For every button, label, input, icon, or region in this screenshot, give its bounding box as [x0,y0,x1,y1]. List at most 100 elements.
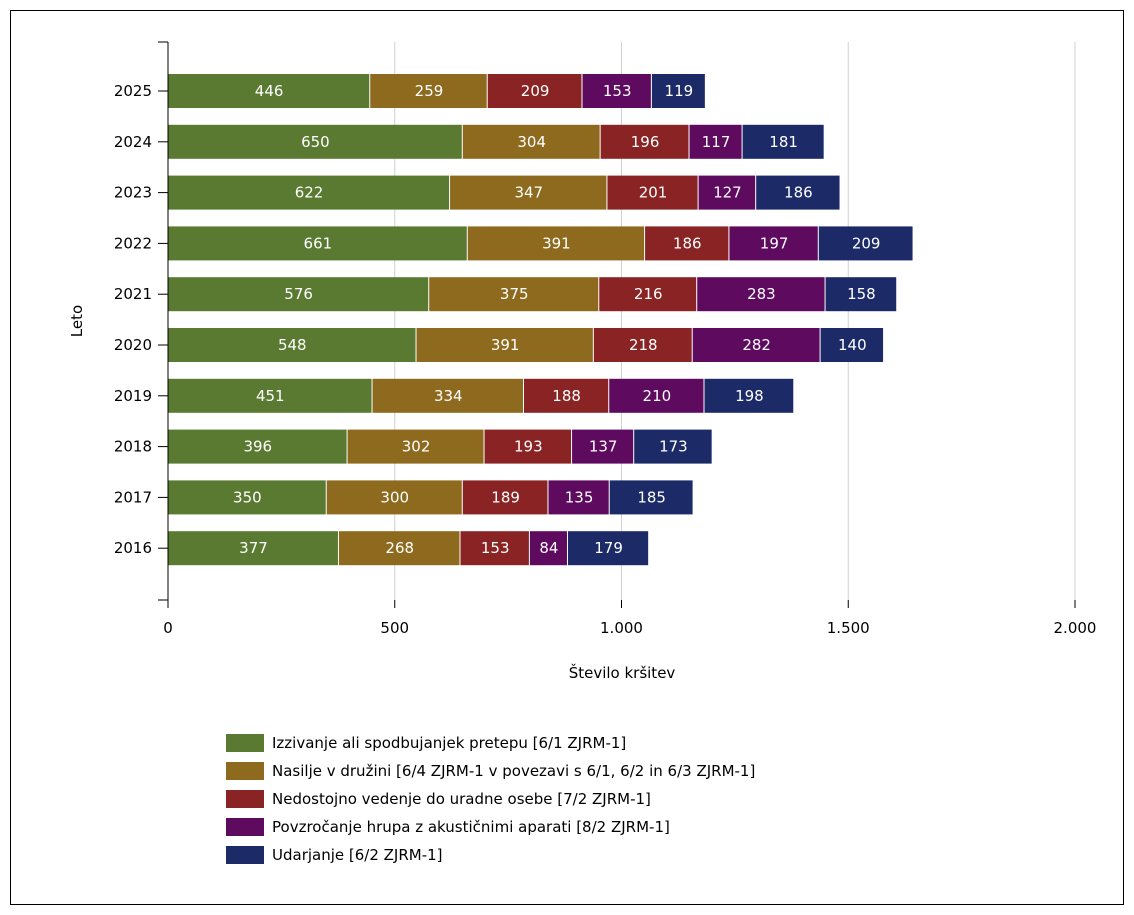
bar-segment [820,328,884,362]
bar-segment [582,74,651,108]
bar-value-label: 661 [304,234,333,252]
bar-segment [487,74,582,108]
bar-value-label: 127 [713,184,742,202]
legend-swatch [226,790,264,808]
bar-value-label: 576 [284,285,313,303]
bar-value-label: 650 [301,133,330,151]
axes: 2025202420232022202120202019201820172016… [114,41,1097,637]
bar-segment [347,429,484,464]
bar-value-label: 135 [565,488,594,506]
bar-segment [599,277,697,312]
bar-value-label: 188 [552,387,581,405]
bar-segment [729,226,818,261]
bar-value-label: 181 [769,133,798,151]
bar-value-label: 218 [629,336,658,354]
bar-value-label: 304 [517,133,546,151]
legend-label: Nedostojno vedenje do uradne osebe [7/2 … [272,790,651,808]
bar-segment [462,124,600,159]
legend-label: Nasilje v družini [6/4 ZJRM-1 v povezavi… [272,762,755,780]
x-tick-label: 0 [163,619,173,637]
bar-value-label: 117 [702,133,731,151]
bar-segment [600,124,689,159]
bar-segment [372,378,523,413]
bar-value-label: 446 [255,82,284,100]
y-tick-label: 2020 [114,336,152,354]
y-tick-label: 2025 [114,82,152,100]
bar-segment [825,277,897,312]
bar-segment [548,480,609,515]
legend-swatch [226,846,264,864]
bar-segment [168,277,429,312]
x-tick-label: 1.500 [827,619,870,637]
y-tick-label: 2023 [114,184,152,202]
legend-label: Izzivanje ali spodbujanjek pretepu [6/1 … [272,734,626,752]
x-tick-label: 2.000 [1054,619,1097,637]
legend-swatch [226,818,264,836]
bar-value-label: 119 [665,82,694,100]
bar-value-label: 375 [500,285,529,303]
bar-value-label: 198 [735,387,764,405]
legend: Izzivanje ali spodbujanjek pretepu [6/1 … [226,734,755,864]
bar-value-label: 209 [852,234,881,252]
bar-value-label: 282 [742,336,771,354]
bar-segment [529,531,567,566]
bar-value-label: 300 [380,488,409,506]
bar-value-label: 268 [385,539,414,557]
bar-segment [168,378,372,413]
bar-segment [567,531,649,566]
bar-value-label: 334 [434,387,463,405]
bar-value-label: 201 [639,184,668,202]
bar-value-label: 391 [491,336,520,354]
bar-segment [572,429,634,464]
bar-segment [168,124,462,159]
bar-segment [609,480,693,515]
bar-segment [607,175,698,210]
legend-label: Udarjanje [6/2 ZJRM-1] [272,846,443,864]
bar-segment [698,175,756,210]
bar-value-label: 210 [643,387,672,405]
bar-segment [689,124,742,159]
bar-segment [756,175,840,210]
bar-segment [818,226,913,261]
bar-value-label: 209 [521,82,550,100]
bar-value-label: 186 [784,184,813,202]
bar-segment [651,74,705,108]
bar-value-label: 158 [847,285,876,303]
bar-segment [416,328,593,362]
bar-segment [168,328,416,362]
bar-segment [168,480,326,515]
bar-value-label: 350 [233,488,262,506]
bar-value-label: 153 [481,539,510,557]
bar-segment [467,226,645,261]
bar-value-label: 302 [402,438,431,456]
bar-value-label: 153 [603,82,632,100]
y-tick-label: 2019 [114,387,152,405]
bar-value-label: 396 [243,438,272,456]
bar-segment [460,531,529,566]
bar-value-label: 347 [514,184,543,202]
bar-segment [462,480,548,515]
bar-segment [168,175,450,210]
legend-label: Povzročanje hrupa z akustičnimi aparati … [272,818,670,836]
x-tick-label: 1.000 [600,619,643,637]
bar-segment [429,277,599,312]
bar-value-label: 283 [747,285,776,303]
bar-segment [168,226,467,261]
bar-segment [168,429,347,464]
bar-segment [484,429,572,464]
bar-value-label: 173 [659,438,688,456]
bar-segment [634,429,712,464]
y-tick-label: 2018 [114,438,152,456]
bar-segment [326,480,462,515]
legend-swatch [226,762,264,780]
bar-segment [523,378,609,413]
y-tick-label: 2024 [114,133,152,151]
bar-segment [593,328,692,362]
bar-segment [338,531,460,566]
bar-segment [450,175,607,210]
bar-value-label: 84 [539,539,558,557]
bar-segment [609,378,704,413]
y-axis-title: Leto [68,305,86,337]
y-tick-label: 2021 [114,285,152,303]
